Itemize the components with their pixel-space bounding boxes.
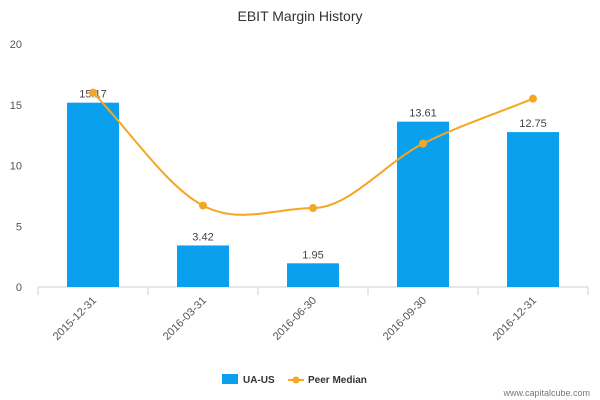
bar-data-label: 1.95 xyxy=(302,249,323,261)
source-credit: www.capitalcube.com xyxy=(502,388,590,398)
legend: UA-US Peer Median xyxy=(222,374,367,386)
legend-swatch-ua-us xyxy=(222,374,238,384)
line-series-peer-median xyxy=(89,88,537,216)
y-axis: 0 5 10 15 20 xyxy=(10,39,22,294)
y-tick-label: 20 xyxy=(10,39,22,51)
x-tick-label: 2015-12-31 xyxy=(51,295,99,343)
peer-median-point-2016-09-30 xyxy=(419,139,427,148)
y-tick-label: 5 xyxy=(16,221,22,233)
bar-2016-06-30 xyxy=(287,263,339,287)
x-tick-label: 2016-09-30 xyxy=(381,295,429,343)
peer-median-point-2016-12-31 xyxy=(529,94,537,103)
legend-label-ua-us: UA-US xyxy=(243,375,275,386)
legend-swatch-peer-median-marker xyxy=(292,376,300,384)
peer-median-line xyxy=(92,91,534,216)
chart-title: EBIT Margin History xyxy=(238,8,363,24)
peer-median-point-2016-06-30 xyxy=(309,204,317,213)
peer-median-point-2015-12-31 xyxy=(89,88,97,97)
y-tick-label: 10 xyxy=(10,161,22,173)
bar-2015-12-31 xyxy=(67,102,119,287)
x-tick-label: 2016-03-31 xyxy=(161,295,209,343)
bar-2016-12-31 xyxy=(507,132,559,287)
bar-series-ua-us xyxy=(67,102,559,288)
legend-label-peer-median: Peer Median xyxy=(308,375,367,386)
y-tick-label: 0 xyxy=(16,282,22,294)
peer-median-point-2016-03-31 xyxy=(199,201,207,210)
bar-2016-03-31 xyxy=(177,245,229,287)
bar-data-label: 12.75 xyxy=(519,118,547,130)
x-tick-label: 2016-12-31 xyxy=(491,295,539,343)
bar-data-label: 3.42 xyxy=(192,231,213,243)
x-axis: 2015-12-31 2016-03-31 2016-06-30 2016-09-30… xyxy=(37,287,589,343)
y-tick-label: 15 xyxy=(10,100,22,112)
bar-data-label: 13.61 xyxy=(409,108,437,120)
x-tick-label: 2016-06-30 xyxy=(271,295,319,343)
bar-2016-09-30 xyxy=(397,121,449,288)
